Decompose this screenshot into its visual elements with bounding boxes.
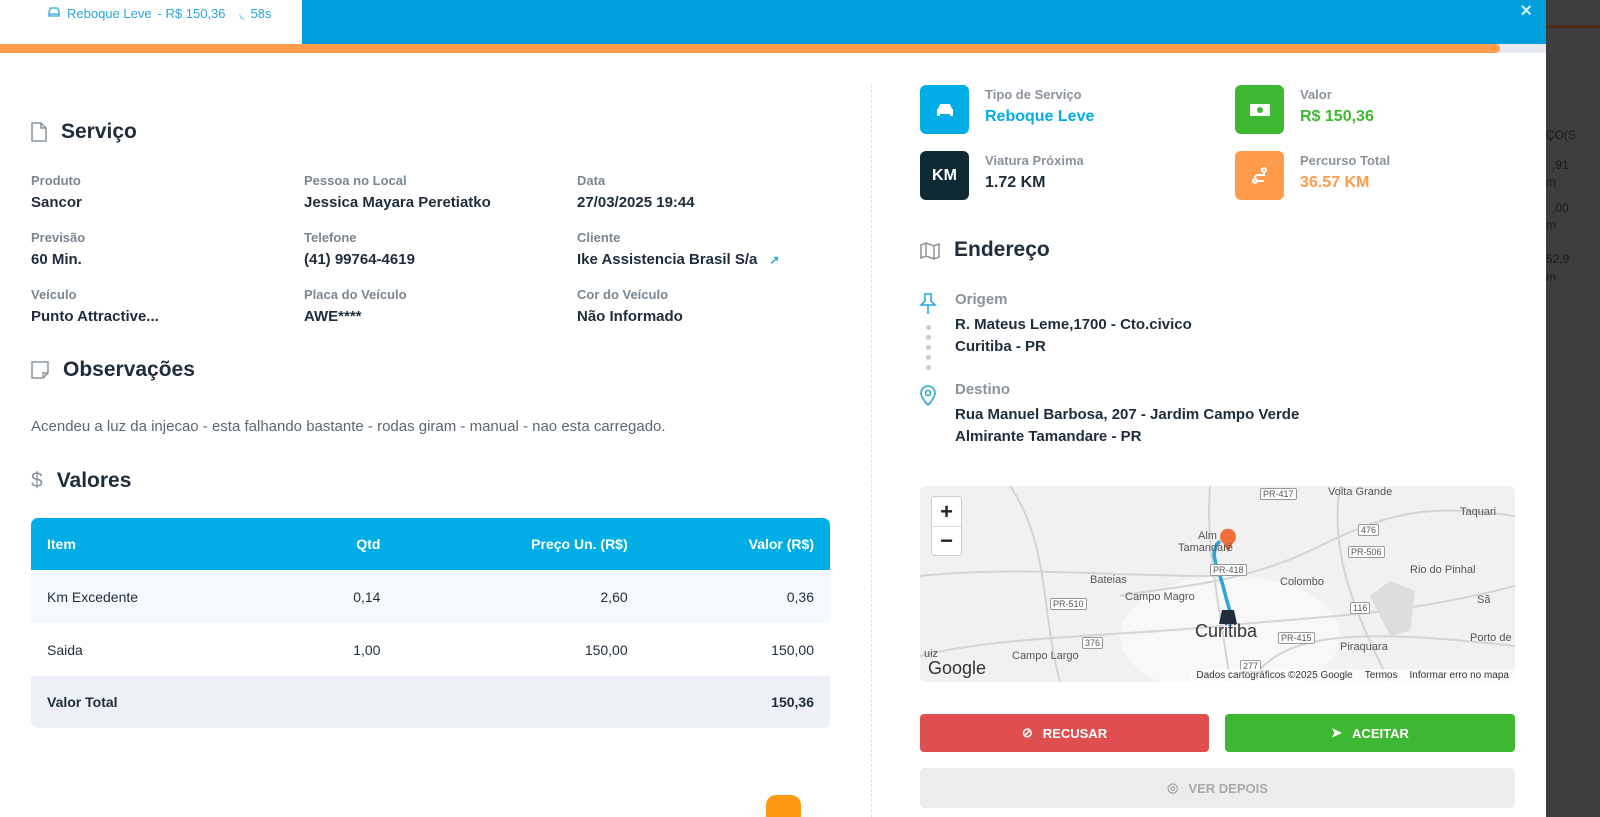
car-icon [920, 85, 969, 134]
map-label: Porto de [1470, 632, 1512, 644]
field-7: Placa do Veículo AWE**** [304, 287, 407, 325]
paper-plane-icon: ➤ [1331, 725, 1343, 740]
map-roads [920, 486, 1515, 682]
info-card-1: Valor R$ 150,36 [1235, 85, 1374, 134]
note-icon [31, 361, 49, 379]
map-label: Tamandaré [1178, 542, 1234, 554]
map-label: Curitiba [1195, 621, 1258, 641]
service-tab[interactable]: Reboque Leve - R$ 150,36 ◟ 58s [0, 0, 302, 44]
map-label: Campo Magro [1125, 591, 1195, 603]
route-icon [1235, 151, 1284, 200]
map-label: Colombo [1280, 576, 1325, 588]
field-6: Veículo Punto Attractive... [31, 287, 159, 325]
route-map[interactable]: PR-417 Volta Grande Taquari 476 Alm Tamandaré… [920, 486, 1515, 682]
map-label: 116 [1350, 602, 1371, 614]
background-overlay: ÇO(S ,91 m ,00 m 52,9 m [1546, 0, 1600, 817]
tab-price: - R$ 150,36 [157, 6, 226, 21]
endereco-heading: Endereço [920, 238, 1050, 262]
document-icon [31, 122, 47, 142]
map-label: PR-506 [1348, 546, 1385, 558]
table-row: Km Excedente 0,14 2,60 0,36 [31, 570, 830, 623]
map-label: 376 [1082, 637, 1104, 649]
location-marker-icon [920, 385, 936, 406]
origem: Origem R. Mateus Leme,1700 - Cto.civico … [955, 291, 1192, 355]
table-header: Item Qtd Preço Un. (R$) Valor (R$) [31, 518, 830, 570]
zoom-in-button[interactable]: + [940, 498, 953, 524]
field-5: Cliente Ike Assistencia Brasil S/a ↗ [577, 230, 780, 268]
map-label: Taquari [1460, 506, 1497, 518]
valores-heading: $ Valores [31, 469, 132, 492]
report-error-link[interactable]: Informar erro no mapa [1409, 670, 1510, 681]
map-label: uiz [924, 648, 939, 660]
eye-icon: ◎ [1167, 780, 1179, 795]
pin-icon [919, 293, 937, 314]
column-divider [871, 85, 872, 817]
timer-icon: ◟ [239, 6, 245, 21]
map-zoom-control: + − [931, 496, 962, 556]
refuse-button[interactable]: ⊘ RECUSAR [920, 714, 1209, 752]
dollar-icon: $ [31, 469, 43, 492]
external-link-icon[interactable]: ↗ [769, 252, 780, 267]
map-label: Campo Largo [1012, 650, 1079, 662]
field-0: Produto Sancor [31, 173, 82, 211]
accept-button[interactable]: ➤ ACEITAR [1225, 714, 1515, 752]
tab-service: Reboque Leve [67, 6, 152, 21]
service-offer-modal: Reboque Leve - R$ 150,36 ◟ 58s × Serviço… [0, 0, 1546, 817]
ban-icon: ⊘ [1021, 725, 1033, 740]
map-label: PR-415 [1278, 632, 1315, 644]
map-label: Bateias [1090, 574, 1127, 586]
field-1: Pessoa no Local Jessica Mayara Peretiatko [304, 173, 491, 211]
map-label: PR-510 [1050, 598, 1087, 610]
tow-truck-marker-icon [1219, 610, 1237, 624]
modal-header: Reboque Leve - R$ 150,36 ◟ 58s × [0, 0, 1546, 44]
map-label: PR-417 [1260, 488, 1297, 500]
route-dots [926, 325, 931, 375]
map-label: PR-418 [1210, 564, 1247, 576]
zoom-out-button[interactable]: − [932, 526, 961, 555]
field-3: Previsão 60 Min. [31, 230, 86, 268]
field-8: Cor do Veículo Não Informado [577, 287, 683, 325]
money-icon [1235, 85, 1284, 134]
observacoes-heading: Observações [31, 358, 195, 382]
map-label: Sã [1477, 594, 1491, 606]
map-label: Alm [1198, 530, 1217, 542]
timer-progress-bar [0, 44, 1546, 53]
destino: Destino Rua Manuel Barbosa, 207 - Jardim… [955, 381, 1300, 445]
map-label: Piraquara [1340, 641, 1388, 653]
destination-marker-icon [1220, 528, 1236, 552]
terms-link[interactable]: Termos [1364, 670, 1398, 681]
close-button[interactable]: × [1520, 0, 1532, 22]
servico-heading: Serviço [31, 120, 137, 144]
map-label: Rio do Pinhal [1410, 564, 1476, 576]
valores-table: Item Qtd Preço Un. (R$) Valor (R$) Km Exce… [31, 518, 830, 728]
timer-progress-fill [0, 44, 1500, 53]
map-icon [920, 242, 940, 260]
tab-timer: 58s [250, 6, 272, 21]
map-attribution: Dados cartográficos ©2025 Google Termos … [1190, 669, 1515, 682]
table-total-row: Valor Total 150,36 [31, 676, 830, 728]
tow-truck-icon [47, 6, 61, 21]
field-4: Telefone (41) 99764-4619 [304, 230, 415, 268]
info-card-0: Tipo de Serviço Reboque Leve [920, 85, 1094, 134]
km-icon: KM [920, 151, 969, 200]
field-2: Data 27/03/2025 19:44 [577, 173, 695, 211]
map-label: 476 [1358, 524, 1380, 536]
info-card-2: KM Viatura Próxima 1.72 KM [920, 151, 1084, 200]
floating-badge[interactable] [766, 795, 801, 817]
observacoes-text: Acendeu a luz da injecao - esta falhando… [31, 418, 666, 435]
map-label: Volta Grande [1328, 486, 1393, 498]
table-row: Saida 1,00 150,00 150,00 [31, 623, 830, 676]
map-label: Google [928, 658, 987, 678]
view-later-button[interactable]: ◎ VER DEPOIS [920, 768, 1515, 808]
info-card-3: Percurso Total 36.57 KM [1235, 151, 1390, 200]
